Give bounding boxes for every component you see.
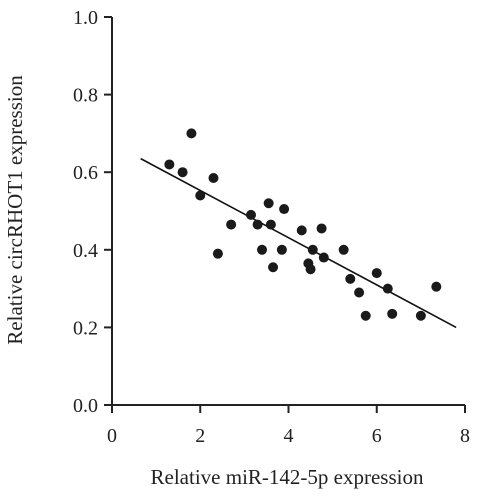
data-point bbox=[415, 310, 426, 321]
data-point bbox=[338, 244, 349, 255]
data-point bbox=[263, 198, 274, 209]
data-point bbox=[387, 308, 398, 319]
data-point bbox=[245, 209, 256, 220]
x-tick-label: 0 bbox=[107, 425, 117, 447]
data-point bbox=[318, 252, 329, 263]
x-tick-label: 6 bbox=[372, 425, 382, 447]
y-tick-label: 0.8 bbox=[73, 85, 98, 107]
data-point bbox=[164, 159, 175, 170]
data-point bbox=[177, 167, 188, 178]
data-point bbox=[212, 248, 223, 259]
x-axis-label: Relative miR-142-5p expression bbox=[151, 465, 424, 489]
trendline-group bbox=[140, 157, 457, 329]
data-point bbox=[208, 173, 219, 184]
data-point bbox=[354, 287, 365, 298]
x-axis: 0 2 4 6 8 bbox=[107, 404, 470, 447]
data-point bbox=[257, 244, 268, 255]
data-point bbox=[195, 190, 206, 201]
x-tick-label: 8 bbox=[460, 425, 470, 447]
data-point bbox=[186, 128, 197, 139]
y-tick-label: 0.2 bbox=[73, 317, 98, 339]
y-axis-label: Relative circRHOT1 expression bbox=[3, 75, 27, 345]
data-point bbox=[305, 264, 316, 275]
data-point bbox=[371, 268, 382, 279]
data-point bbox=[252, 219, 263, 230]
data-point bbox=[345, 273, 356, 284]
data-point bbox=[307, 244, 318, 255]
x-tick-label: 2 bbox=[195, 425, 205, 447]
y-axis: 0.0 0.2 0.4 0.6 0.8 1.0 bbox=[73, 7, 113, 417]
trendline bbox=[140, 157, 457, 329]
y-tick-label: 0.0 bbox=[73, 395, 98, 417]
data-point bbox=[296, 225, 307, 236]
data-point bbox=[431, 281, 442, 292]
data-point bbox=[276, 244, 287, 255]
data-point bbox=[382, 283, 393, 294]
data-point bbox=[279, 204, 290, 215]
data-point bbox=[268, 262, 279, 273]
y-tick-label: 1.0 bbox=[73, 7, 98, 29]
data-point bbox=[316, 223, 327, 234]
y-tick-label: 0.6 bbox=[73, 162, 98, 184]
data-points bbox=[164, 128, 442, 321]
data-point bbox=[360, 310, 371, 321]
x-tick-label: 4 bbox=[284, 425, 294, 447]
data-point bbox=[226, 219, 237, 230]
y-tick-label: 0.4 bbox=[73, 240, 98, 262]
data-point bbox=[265, 219, 276, 230]
